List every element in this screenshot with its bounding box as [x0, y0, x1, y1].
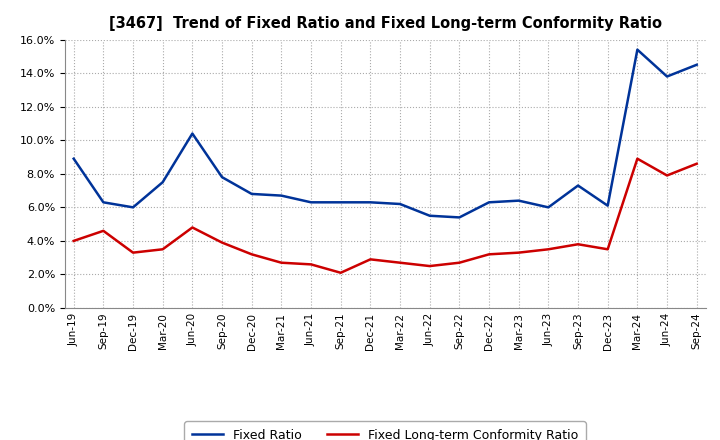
Fixed Long-term Conformity Ratio	[455, 260, 464, 265]
Fixed Long-term Conformity Ratio	[307, 262, 315, 267]
Fixed Ratio	[158, 180, 167, 185]
Fixed Long-term Conformity Ratio	[693, 161, 701, 166]
Fixed Ratio	[99, 200, 108, 205]
Fixed Long-term Conformity Ratio	[633, 156, 642, 161]
Fixed Long-term Conformity Ratio	[426, 264, 434, 269]
Fixed Ratio	[485, 200, 493, 205]
Fixed Ratio	[336, 200, 345, 205]
Fixed Ratio	[603, 203, 612, 208]
Fixed Ratio	[129, 205, 138, 210]
Fixed Ratio	[307, 200, 315, 205]
Fixed Long-term Conformity Ratio	[69, 238, 78, 244]
Fixed Long-term Conformity Ratio	[336, 270, 345, 275]
Fixed Long-term Conformity Ratio	[158, 247, 167, 252]
Fixed Long-term Conformity Ratio	[514, 250, 523, 255]
Fixed Long-term Conformity Ratio	[396, 260, 405, 265]
Fixed Long-term Conformity Ratio	[662, 173, 671, 178]
Fixed Long-term Conformity Ratio	[99, 228, 108, 234]
Fixed Ratio	[455, 215, 464, 220]
Fixed Ratio	[514, 198, 523, 203]
Fixed Ratio	[69, 156, 78, 161]
Fixed Long-term Conformity Ratio	[574, 242, 582, 247]
Fixed Ratio	[693, 62, 701, 67]
Fixed Long-term Conformity Ratio	[217, 240, 226, 245]
Fixed Long-term Conformity Ratio	[277, 260, 286, 265]
Fixed Ratio	[574, 183, 582, 188]
Fixed Ratio	[248, 191, 256, 197]
Fixed Long-term Conformity Ratio	[366, 257, 374, 262]
Fixed Ratio	[544, 205, 553, 210]
Line: Fixed Long-term Conformity Ratio: Fixed Long-term Conformity Ratio	[73, 159, 697, 273]
Fixed Ratio	[662, 74, 671, 79]
Fixed Long-term Conformity Ratio	[188, 225, 197, 230]
Legend: Fixed Ratio, Fixed Long-term Conformity Ratio: Fixed Ratio, Fixed Long-term Conformity …	[184, 422, 586, 440]
Fixed Long-term Conformity Ratio	[248, 252, 256, 257]
Fixed Long-term Conformity Ratio	[129, 250, 138, 255]
Fixed Ratio	[426, 213, 434, 218]
Fixed Ratio	[217, 175, 226, 180]
Fixed Ratio	[633, 47, 642, 52]
Fixed Long-term Conformity Ratio	[603, 247, 612, 252]
Fixed Ratio	[188, 131, 197, 136]
Fixed Long-term Conformity Ratio	[544, 247, 553, 252]
Line: Fixed Ratio: Fixed Ratio	[73, 50, 697, 217]
Fixed Ratio	[277, 193, 286, 198]
Fixed Ratio	[366, 200, 374, 205]
Title: [3467]  Trend of Fixed Ratio and Fixed Long-term Conformity Ratio: [3467] Trend of Fixed Ratio and Fixed Lo…	[109, 16, 662, 32]
Fixed Ratio	[396, 202, 405, 207]
Fixed Long-term Conformity Ratio	[485, 252, 493, 257]
